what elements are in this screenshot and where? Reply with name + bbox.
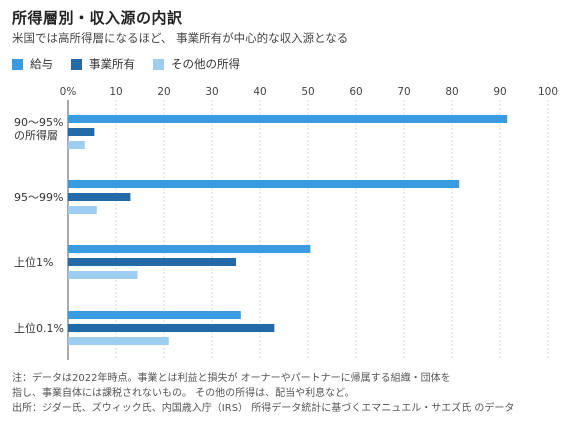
legend: 給与 事業所有 その他の所得 — [12, 56, 240, 72]
legend-label-salary: 給与 — [30, 57, 53, 71]
legend-item-other: その他の所得 — [153, 56, 240, 72]
x-tick-label: 40 — [253, 86, 266, 98]
category-label: 90〜95% — [14, 116, 63, 129]
x-tick-label: 20 — [157, 86, 170, 98]
bar — [68, 271, 138, 279]
chart-subtitle: 米国では高所得層になるほど、 事業所有が中心的な収入源となる — [12, 31, 349, 45]
legend-swatch-other — [153, 58, 164, 70]
x-tick-label: 10 — [109, 86, 122, 98]
x-tick-label: 50 — [301, 86, 314, 98]
category-label: 95〜99% — [14, 191, 63, 204]
category-label: 上位1% — [14, 255, 53, 269]
legend-item-salary: 給与 — [12, 56, 53, 72]
legend-swatch-business — [71, 58, 82, 70]
x-tick-label: 90 — [493, 86, 506, 98]
source-line: 出所：ジダー氏、ズウィック氏、内国歳入庁（IRS） 所得データ統計に基づくエマニ… — [12, 403, 515, 414]
legend-label-other: その他の所得 — [171, 57, 240, 71]
x-tick-label: 0% — [60, 86, 77, 98]
bar — [68, 337, 169, 345]
category-label: 上位0.1% — [14, 321, 64, 335]
footnote-line: 注：データは2022年時点。事業とは利益と損失が オーナーやパートナーに帰属する… — [12, 373, 451, 384]
legend-swatch-salary — [12, 58, 23, 70]
bar — [68, 324, 275, 332]
bar — [68, 115, 508, 123]
bar — [68, 193, 131, 201]
x-tick-label: 60 — [349, 86, 362, 98]
x-tick-label: 30 — [205, 86, 218, 98]
x-tick-label: 70 — [397, 86, 410, 98]
bar — [68, 128, 95, 136]
bar — [68, 311, 241, 319]
category-label: の所得層 — [14, 129, 58, 142]
legend-label-business: 事業所有 — [89, 57, 135, 71]
bar — [68, 245, 311, 253]
legend-item-business: 事業所有 — [71, 56, 135, 72]
bar — [68, 141, 85, 149]
footnote-line: 指し、事業自体には課税されないもの。 その他の所得は、配当や利息など。 — [12, 388, 355, 399]
bar — [68, 206, 97, 214]
x-tick-label: 100 — [538, 86, 558, 98]
x-tick-label: 80 — [445, 86, 458, 98]
bar — [68, 258, 236, 266]
bar — [68, 180, 460, 188]
chart-title: 所得層別・収入源の内訳 — [12, 9, 183, 27]
footnote: 注：データは2022年時点。事業とは利益と損失が オーナーやパートナーに帰属する… — [12, 371, 514, 416]
